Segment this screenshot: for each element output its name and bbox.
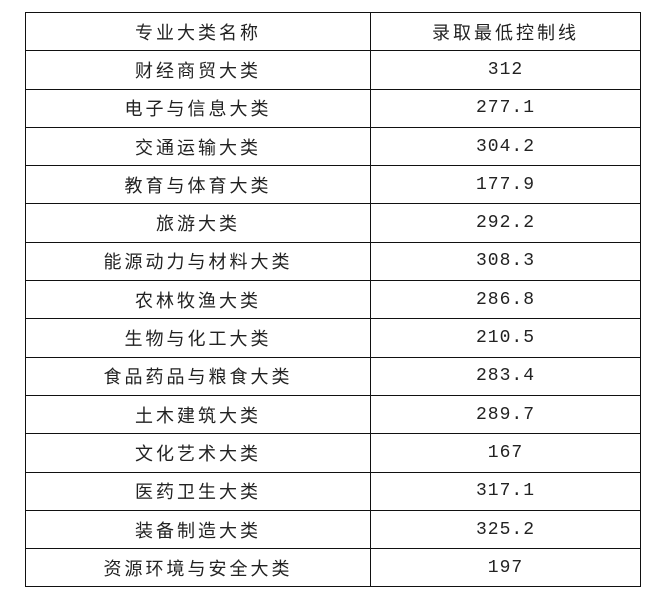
min-score-cell: 167 [370, 433, 641, 473]
category-cell: 食品药品与粮食大类 [25, 356, 371, 396]
header-category: 专业大类名称 [25, 11, 371, 52]
category-cell: 旅游大类 [25, 203, 371, 243]
category-cell: 文化艺术大类 [25, 433, 371, 473]
table-row: 食品药品与粮食大类 283.4 [25, 356, 641, 396]
min-score-cell: 283.4 [370, 356, 641, 396]
category-cell: 资源环境与安全大类 [25, 548, 371, 588]
category-cell: 装备制造大类 [25, 509, 371, 550]
table-row: 电子与信息大类 277.1 [25, 88, 641, 128]
category-cell: 能源动力与材料大类 [25, 241, 371, 282]
category-cell: 生物与化工大类 [25, 318, 371, 358]
table-row: 交通运输大类 304.2 [25, 126, 641, 167]
table-row: 能源动力与材料大类 308.3 [25, 241, 641, 282]
table-row: 医药卫生大类 317.1 [25, 471, 641, 511]
min-score-cell: 289.7 [370, 394, 641, 435]
table-row: 资源环境与安全大类 197 [25, 548, 641, 588]
table-row: 财经商贸大类 312 [25, 50, 641, 90]
min-score-cell: 312 [370, 50, 641, 90]
min-score-cell: 308.3 [370, 241, 641, 282]
category-cell: 土木建筑大类 [25, 394, 371, 435]
category-cell: 交通运输大类 [25, 126, 371, 167]
min-score-cell: 304.2 [370, 126, 641, 167]
category-cell: 教育与体育大类 [25, 165, 371, 205]
table-row: 土木建筑大类 289.7 [25, 394, 641, 435]
min-score-cell: 317.1 [370, 471, 641, 511]
category-cell: 财经商贸大类 [25, 50, 371, 90]
min-score-cell: 210.5 [370, 318, 641, 358]
table-row: 生物与化工大类 210.5 [25, 318, 641, 358]
min-score-cell: 286.8 [370, 280, 641, 320]
min-score-cell: 325.2 [370, 509, 641, 550]
category-cell: 电子与信息大类 [25, 88, 371, 128]
category-cell: 农林牧渔大类 [25, 280, 371, 320]
table-row: 文化艺术大类 167 [25, 433, 641, 473]
min-score-cell: 292.2 [370, 203, 641, 243]
table-row: 旅游大类 292.2 [25, 203, 641, 243]
header-min-score: 录取最低控制线 [370, 11, 641, 52]
score-table: 专业大类名称 录取最低控制线 财经商贸大类 312 电子与信息大类 277.1 交通运输… [25, 11, 641, 588]
category-cell: 医药卫生大类 [25, 471, 371, 511]
min-score-cell: 177.9 [370, 165, 641, 205]
min-score-cell: 197 [370, 548, 641, 588]
table-row: 农林牧渔大类 286.8 [25, 280, 641, 320]
table-row: 教育与体育大类 177.9 [25, 165, 641, 205]
table-row: 装备制造大类 325.2 [25, 509, 641, 550]
table-header-row: 专业大类名称 录取最低控制线 [25, 11, 641, 52]
min-score-cell: 277.1 [370, 88, 641, 128]
